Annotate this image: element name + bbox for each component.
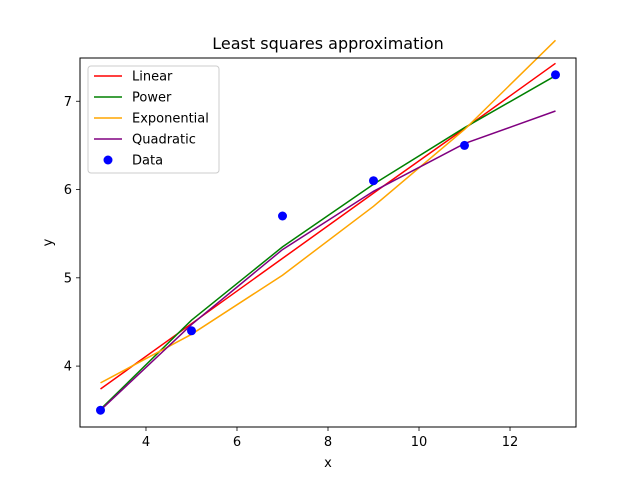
series-line-power xyxy=(99,75,556,410)
x-tick-label: 6 xyxy=(233,435,241,450)
series-line-exponential xyxy=(100,39,557,384)
y-tick-label: 4 xyxy=(64,360,72,375)
legend-items: Linear Power Exponential Quadratic Data xyxy=(94,70,209,169)
x-axis-label: x xyxy=(324,456,332,471)
legend-label-power: Power xyxy=(132,91,172,106)
data-point xyxy=(460,140,469,150)
axis-ticks: 4 6 8 10 12 4 5 6 7 xyxy=(64,95,519,450)
data-point xyxy=(96,405,105,415)
legend-label-exponential: Exponential xyxy=(132,112,209,127)
legend-key-data xyxy=(103,155,113,165)
y-tick-label: 6 xyxy=(64,183,72,198)
chart-title: Least squares approximation xyxy=(212,34,444,53)
y-tick-label: 5 xyxy=(64,271,72,286)
y-tick-label: 7 xyxy=(64,95,72,110)
x-tick-label: 12 xyxy=(502,435,519,450)
data-point xyxy=(551,70,560,80)
x-tick-label: 10 xyxy=(411,435,428,450)
y-axis-label: y xyxy=(41,238,56,246)
legend: Linear Power Exponential Quadratic Data xyxy=(87,65,220,174)
x-tick-label: 8 xyxy=(324,435,332,450)
legend-label-linear: Linear xyxy=(132,70,173,85)
legend-label-quadratic: Quadratic xyxy=(132,133,196,148)
x-tick-label: 4 xyxy=(142,435,150,450)
series-line-quadratic xyxy=(99,110,556,411)
data-point xyxy=(187,326,196,336)
plot-area xyxy=(96,39,560,415)
legend-box xyxy=(87,65,220,174)
data-point xyxy=(278,211,287,221)
legend-label-data: Data xyxy=(132,154,163,169)
data-point xyxy=(369,176,378,186)
